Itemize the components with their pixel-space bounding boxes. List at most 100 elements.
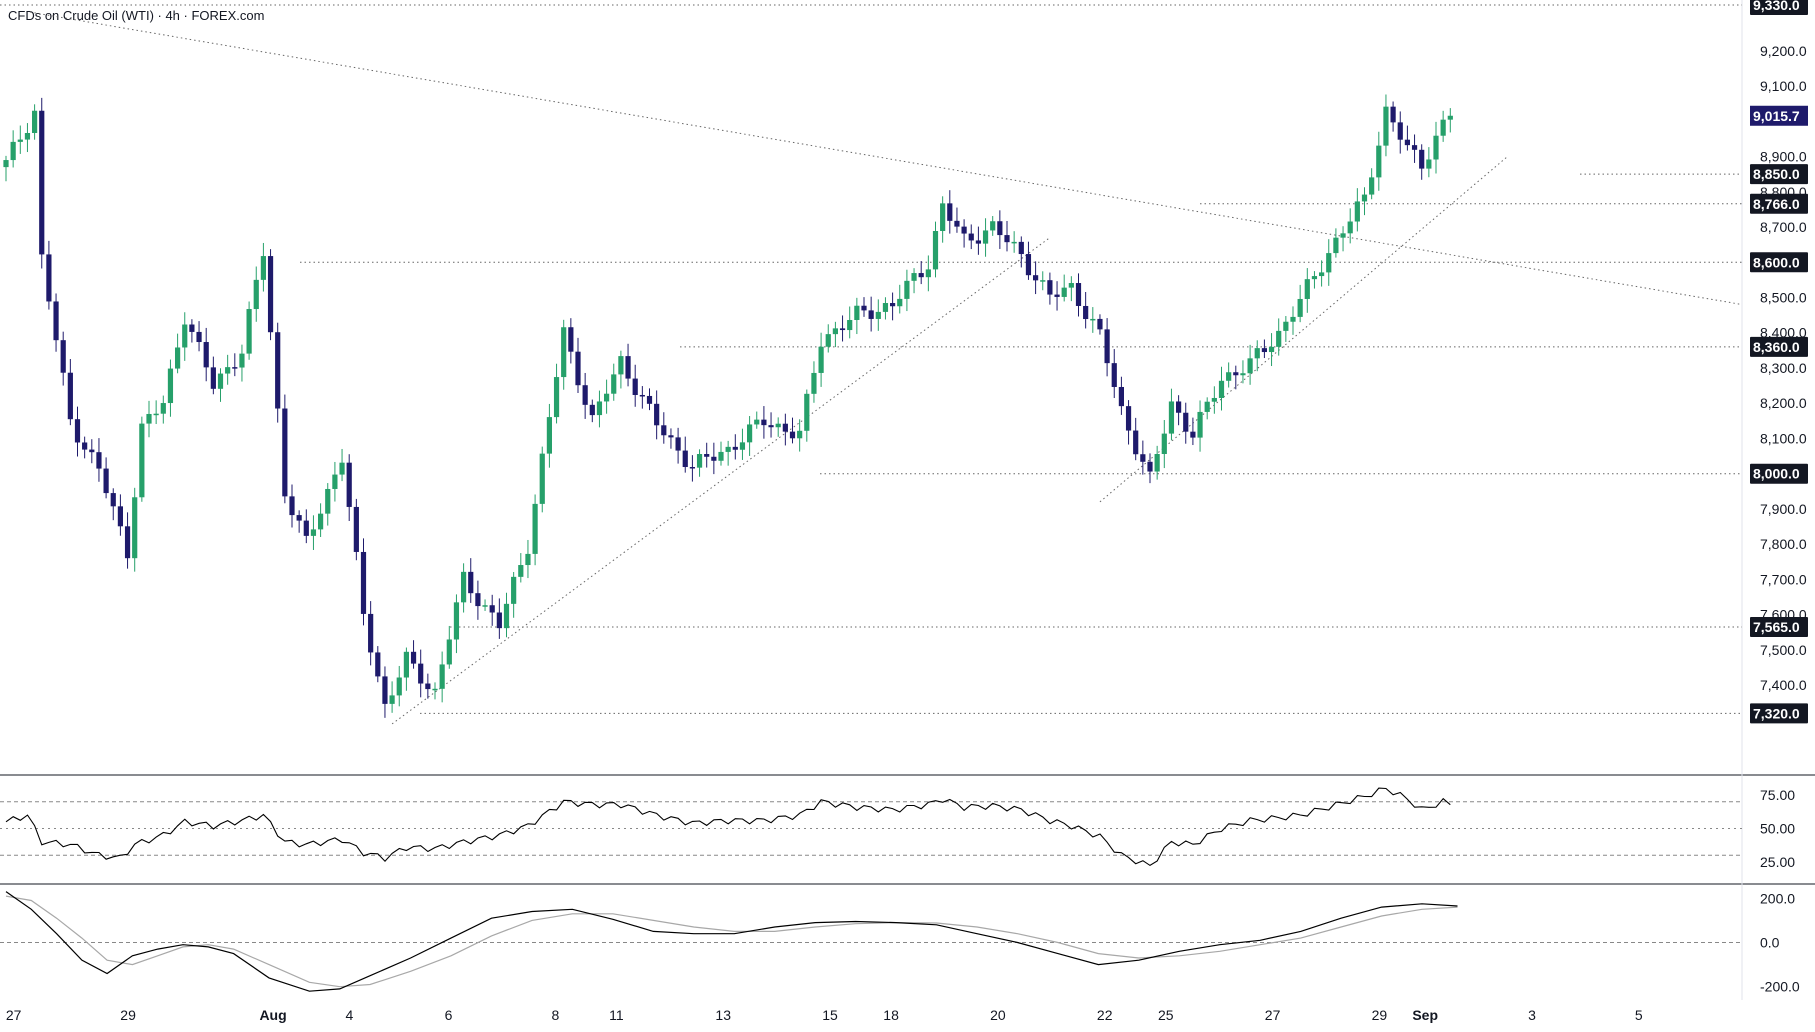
- candle-body: [604, 393, 610, 402]
- candle-body: [582, 385, 588, 405]
- macd-axis-tick: 200.0: [1760, 890, 1795, 906]
- candle-body: [1297, 298, 1303, 317]
- price-level-tag-label: 8,600.0: [1753, 254, 1800, 270]
- candle-body: [439, 664, 445, 689]
- candle-body: [882, 303, 889, 312]
- candle-body: [611, 374, 617, 394]
- candle-body: [260, 256, 266, 280]
- candle-body: [940, 203, 946, 231]
- candle-body: [1140, 454, 1146, 462]
- candle-body: [1426, 159, 1432, 169]
- price-axis-tick: 7,400.0: [1760, 677, 1807, 693]
- candle-body: [1347, 221, 1353, 234]
- price-axis-tick: 8,300.0: [1760, 360, 1807, 376]
- candle-body: [1104, 329, 1110, 364]
- candle-body: [561, 327, 567, 378]
- price-axis-tick: 7,900.0: [1760, 501, 1807, 517]
- candle-body: [1040, 280, 1046, 282]
- candle-body: [1283, 321, 1289, 331]
- candle-body: [1254, 348, 1260, 359]
- price-level-tag: [1750, 463, 1808, 484]
- price-axis-tick: 7,500.0: [1760, 642, 1807, 658]
- time-axis-tick: 27: [1265, 1007, 1281, 1023]
- candle-body: [1025, 254, 1032, 276]
- candle-body: [239, 353, 245, 368]
- time-axis-tick: 4: [345, 1007, 353, 1023]
- candle-body: [768, 425, 774, 428]
- candle-body: [1276, 330, 1282, 347]
- candle-body: [711, 456, 717, 461]
- candle-body: [797, 430, 803, 439]
- candle-body: [1233, 372, 1239, 376]
- candle-body: [861, 305, 867, 311]
- candle-body: [24, 132, 31, 140]
- candle-body: [732, 446, 738, 450]
- candle-body: [1111, 363, 1117, 387]
- price-axis-tick: 8,500.0: [1760, 289, 1807, 305]
- candle-body: [618, 356, 624, 375]
- candle-body: [1090, 318, 1096, 321]
- candle-body: [10, 141, 16, 161]
- candle-body: [1154, 453, 1160, 472]
- candle-body: [990, 221, 996, 231]
- candle-body: [1168, 401, 1175, 434]
- candle-body: [303, 520, 309, 536]
- candle-body: [346, 462, 352, 507]
- time-axis-tick: 11: [609, 1007, 624, 1023]
- macd-axis-tick: -200.0: [1760, 979, 1800, 995]
- candle-body: [1197, 411, 1203, 438]
- candle-body: [639, 394, 645, 397]
- candle-body: [1268, 346, 1275, 353]
- candle-body: [360, 551, 367, 614]
- time-axis-tick: 29: [120, 1007, 136, 1023]
- candle-body: [482, 605, 488, 607]
- time-axis-tick: 29: [1372, 1007, 1388, 1023]
- candle-body: [189, 324, 195, 332]
- candle-body: [675, 437, 681, 451]
- candle-body: [782, 423, 788, 432]
- candle-body: [754, 419, 760, 425]
- candle-body: [947, 203, 953, 221]
- candle-body: [1304, 279, 1310, 299]
- candle-body: [961, 226, 967, 234]
- last-price-tag: [1750, 105, 1808, 126]
- candle-body: [1447, 115, 1453, 120]
- candle-body: [661, 425, 667, 436]
- price-level-tag-label: 7,320.0: [1753, 705, 1800, 721]
- time-axis-tick: 6: [445, 1007, 453, 1023]
- price-axis-tick: 8,700.0: [1760, 219, 1807, 235]
- candle-body: [625, 356, 631, 379]
- candle-body: [847, 319, 853, 331]
- candle-body: [310, 529, 317, 536]
- candle-body: [925, 269, 931, 278]
- price-level-tag-label: 8,850.0: [1753, 166, 1800, 182]
- time-axis-tick: 25: [1158, 1007, 1174, 1023]
- price-axis-tick: 8,400.0: [1760, 325, 1807, 341]
- candle-body: [1433, 135, 1439, 160]
- candle-body: [46, 254, 52, 302]
- candle-body: [1075, 283, 1082, 306]
- last-price-tag-label: 9,015.7: [1753, 108, 1800, 124]
- candle-body: [96, 452, 102, 469]
- candle-body: [1361, 194, 1368, 202]
- candle-body: [389, 695, 395, 704]
- candle-body: [375, 652, 381, 677]
- candle-body: [1419, 149, 1425, 169]
- candle-body: [890, 303, 896, 307]
- price-axis-tick: 8,200.0: [1760, 395, 1807, 411]
- candle-body: [1319, 272, 1325, 277]
- candle-body: [267, 256, 274, 333]
- candle-body: [1011, 241, 1017, 244]
- price-axis-tick: 8,100.0: [1760, 430, 1807, 446]
- price-level-tag: [1750, 616, 1808, 637]
- candle-body: [225, 367, 231, 374]
- candle-body: [1218, 380, 1225, 398]
- candle-body: [453, 602, 460, 640]
- candle-body: [217, 373, 224, 389]
- candle-body: [325, 488, 331, 514]
- candle-body: [1211, 397, 1217, 402]
- candle-body: [739, 442, 746, 450]
- candle-body: [1183, 412, 1189, 432]
- ascending-trendline-1: [391, 237, 1051, 725]
